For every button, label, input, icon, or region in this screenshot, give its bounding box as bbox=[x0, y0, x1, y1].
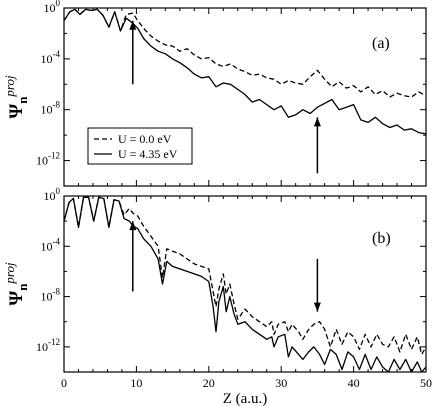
y-tick-label: 10-12 bbox=[36, 337, 60, 354]
arrow-up-head bbox=[313, 117, 321, 127]
y-tick-label: 10-12 bbox=[36, 151, 60, 168]
panel-a: 100 10-4 10-8 10-12 Ψnproj (a) U = 0.0 eVU = 4… bbox=[2, 0, 427, 187]
y-tick-label: 10-8 bbox=[41, 287, 61, 304]
series-line-u-4-35 bbox=[64, 196, 426, 372]
legend-entry-label: U = 4.35 eV bbox=[118, 147, 178, 161]
x-tick-label: 30 bbox=[275, 376, 287, 390]
plot-frame bbox=[63, 7, 427, 187]
panel-b: 0 10 20 30 40 50 Z (a.u.) 100 10-4 10-8 10-12 Ψnpro… bbox=[2, 186, 432, 406]
x-tick-label: 0 bbox=[61, 376, 67, 390]
y-axis-title: Ψnproj bbox=[2, 75, 30, 119]
x-tick-label: 50 bbox=[420, 376, 432, 390]
series-line-u-0-0 bbox=[64, 196, 426, 356]
legend-box bbox=[87, 127, 193, 165]
series-line-u-0-0 bbox=[64, 8, 426, 98]
x-tick-label: 40 bbox=[348, 376, 360, 390]
y-tick-label: 10-8 bbox=[41, 100, 61, 117]
y-tick-label: 100 bbox=[44, 186, 61, 203]
legend-entry-label: U = 0.0 eV bbox=[118, 132, 172, 146]
panel-label: (a) bbox=[372, 35, 390, 52]
y-axis-title: Ψnproj bbox=[2, 262, 30, 306]
x-tick-label: 20 bbox=[203, 376, 215, 390]
series-line-u-4-35 bbox=[64, 8, 426, 135]
plot-frame bbox=[63, 195, 427, 373]
x-axis-title: Z (a.u.) bbox=[223, 391, 268, 406]
arrow-up-head bbox=[129, 221, 137, 231]
arrow-up-head bbox=[129, 20, 137, 30]
y-tick-label: 10-4 bbox=[41, 49, 61, 66]
arrow-down-head bbox=[313, 302, 321, 312]
panel-label: (b) bbox=[372, 230, 391, 247]
y-tick-label: 100 bbox=[44, 0, 61, 15]
y-tick-label: 10-4 bbox=[41, 236, 61, 253]
x-tick-label: 10 bbox=[130, 376, 142, 390]
